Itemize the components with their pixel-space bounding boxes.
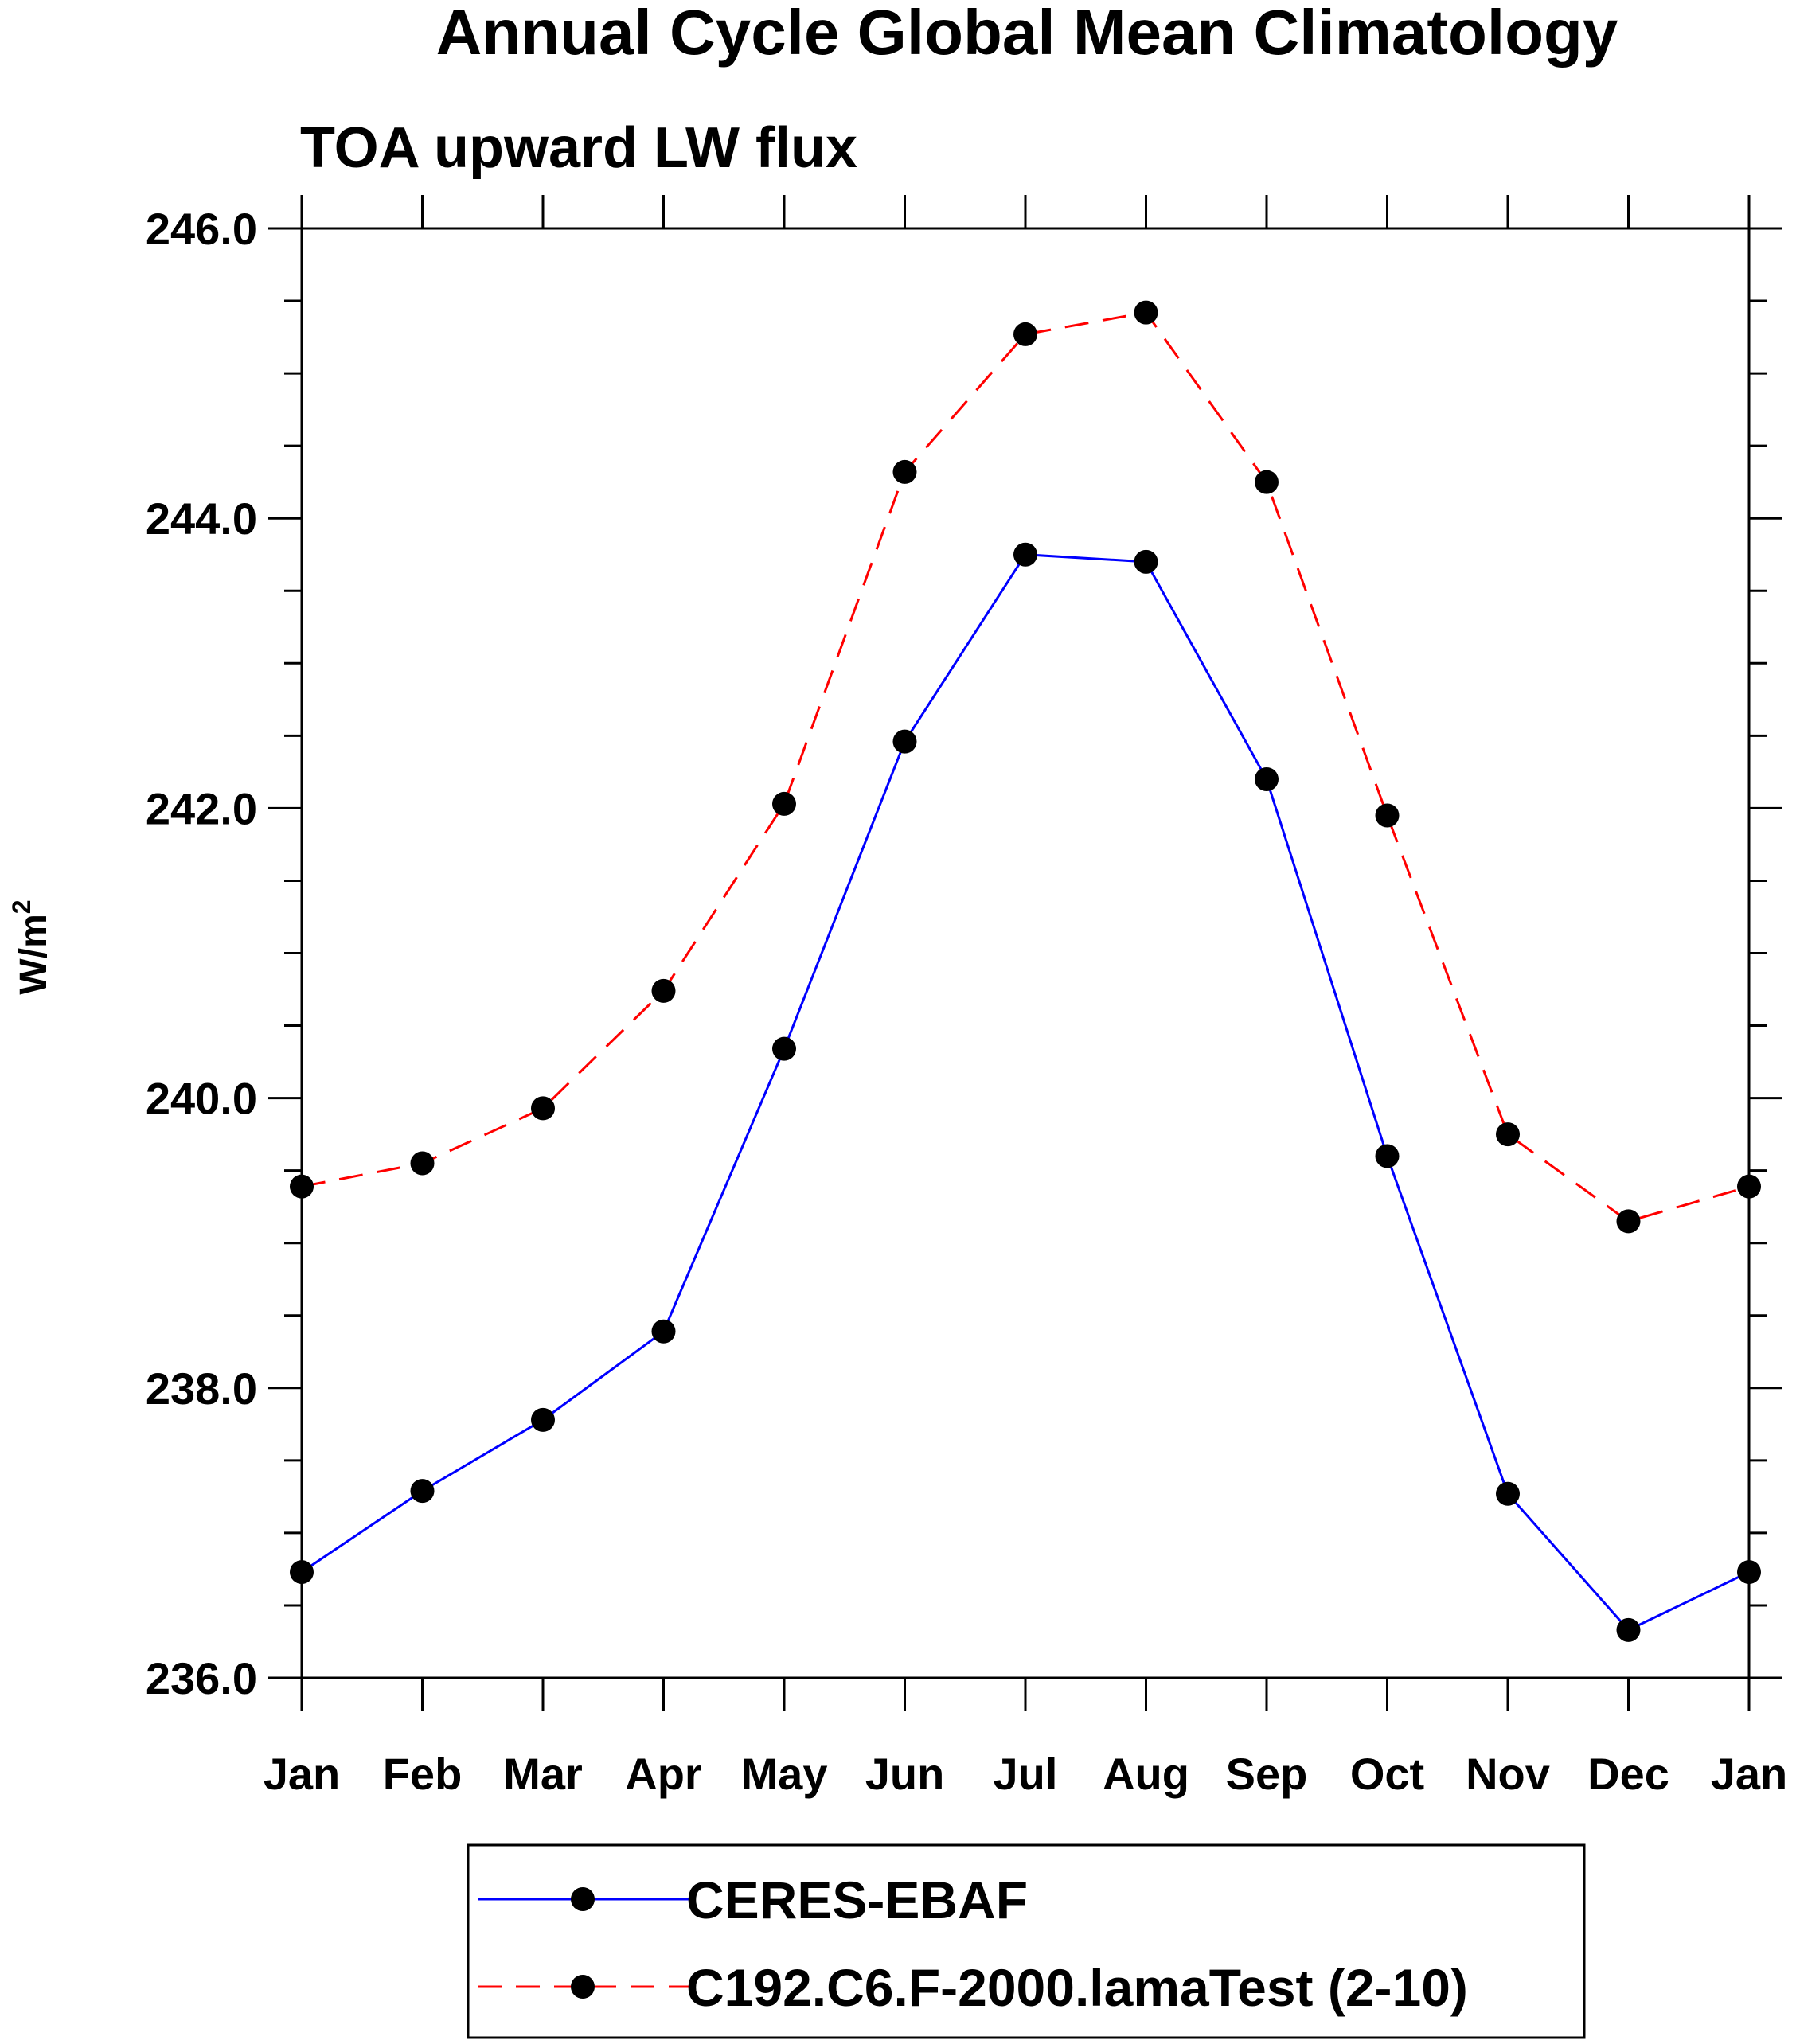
x-tick-label: Jan xyxy=(264,1749,341,1799)
legend-marker-model xyxy=(571,1975,595,1999)
y-tick-label: 240.0 xyxy=(146,1074,257,1124)
x-tick-label: Dec xyxy=(1587,1749,1669,1799)
legend-marker-ceres xyxy=(571,1887,595,1911)
data-point-ceres xyxy=(1496,1481,1520,1506)
legend-label-model: C192.C6.F-2000.lamaTest (2-10) xyxy=(686,1958,1468,2017)
plot-area xyxy=(268,195,1782,1711)
data-point-ceres xyxy=(892,729,917,754)
data-point-model xyxy=(410,1151,435,1176)
legend: CERES-EBAF C192.C6.F-2000.lamaTest (2-10… xyxy=(467,1843,1586,2039)
x-tick-label: Nov xyxy=(1466,1749,1550,1799)
y-tick-label: 236.0 xyxy=(146,1653,257,1703)
chart-title: Annual Cycle Global Mean Climatology xyxy=(436,0,1618,68)
data-point-model xyxy=(772,791,796,816)
data-point-model xyxy=(1616,1209,1641,1234)
data-point-ceres xyxy=(1013,542,1037,567)
chart-subtitle: TOA upward LW flux xyxy=(300,116,857,180)
y-tick-label: 242.0 xyxy=(146,783,257,833)
data-point-model xyxy=(892,459,917,484)
data-point-ceres xyxy=(1737,1560,1761,1585)
data-point-ceres xyxy=(531,1407,555,1432)
legend-box xyxy=(467,1843,1586,2039)
data-point-ceres xyxy=(651,1319,676,1344)
plot-frame xyxy=(300,227,1751,1679)
y-tick-label: 238.0 xyxy=(146,1363,257,1414)
x-tick-label: Sep xyxy=(1226,1749,1308,1799)
data-point-model xyxy=(531,1096,555,1121)
x-tick-label: Aug xyxy=(1103,1749,1189,1799)
x-tick-label: Feb xyxy=(383,1749,463,1799)
legend-label-ceres: CERES-EBAF xyxy=(686,1870,1028,1929)
data-point-model xyxy=(1496,1122,1520,1147)
y-tick-labels: 236.0 238.0 240.0 242.0 244.0 246.0 xyxy=(146,204,257,1703)
data-point-ceres xyxy=(1375,1144,1400,1168)
y-axis-label: W/m2 xyxy=(7,899,55,994)
x-tick-label: Jun xyxy=(865,1749,945,1799)
data-point-model xyxy=(290,1174,314,1199)
data-point-ceres xyxy=(1616,1617,1641,1642)
data-point-model xyxy=(1134,300,1158,325)
series-line-ceres xyxy=(301,553,1750,1632)
x-tick-label: Oct xyxy=(1350,1749,1424,1799)
data-point-model xyxy=(1013,322,1037,346)
data-point-model xyxy=(1737,1174,1761,1199)
y-axis-label-superscript: 2 xyxy=(7,899,36,914)
x-tick-labels: Jan Feb Mar Apr May Jun Jul Aug Sep Oct Nov Dec Jan xyxy=(264,1749,1788,1799)
x-tick-label: Mar xyxy=(503,1749,583,1799)
x-tick-label: May xyxy=(741,1749,828,1799)
y-axis-label-text: W/m xyxy=(13,914,55,994)
data-point-ceres xyxy=(290,1560,314,1585)
data-point-model xyxy=(1375,803,1400,828)
x-tick-label: Jul xyxy=(994,1749,1058,1799)
y-tick-label: 244.0 xyxy=(146,493,257,544)
data-point-model xyxy=(1255,470,1279,494)
x-tick-label: Jan xyxy=(1711,1749,1788,1799)
data-point-ceres xyxy=(1255,766,1279,791)
data-point-ceres xyxy=(772,1036,796,1061)
data-point-ceres xyxy=(410,1479,435,1504)
data-point-ceres xyxy=(1134,549,1158,574)
x-tick-label: Apr xyxy=(625,1749,701,1799)
series-layer xyxy=(290,300,1761,1642)
series-line-model xyxy=(301,310,1750,1223)
y-tick-label: 246.0 xyxy=(146,204,257,254)
data-point-model xyxy=(651,978,676,1003)
